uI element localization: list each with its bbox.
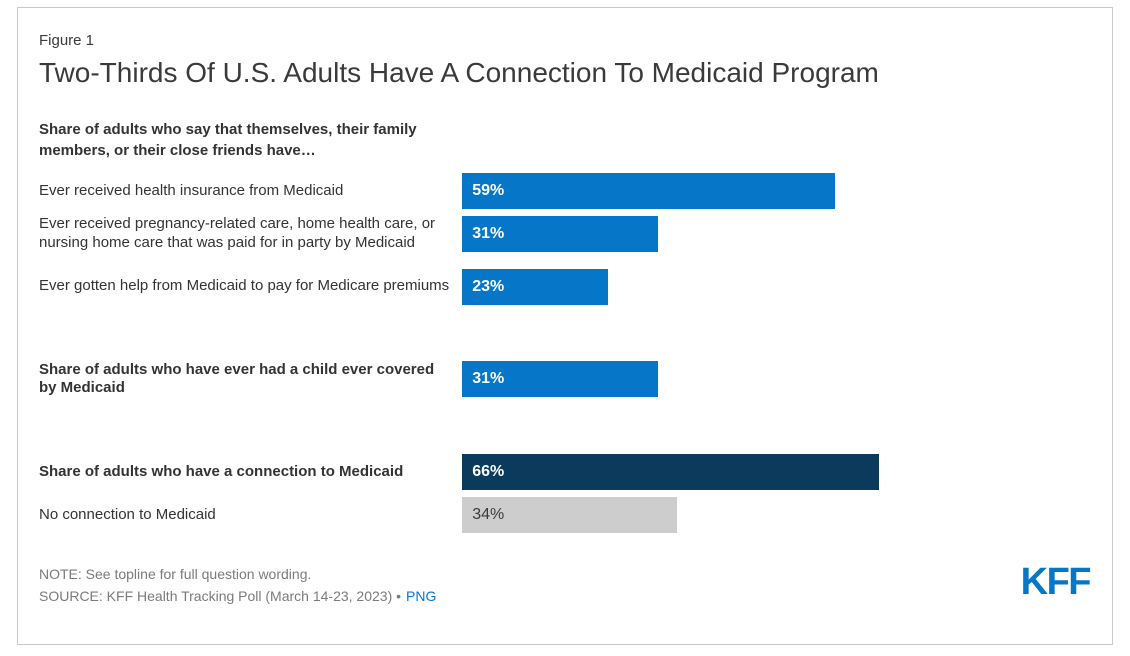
page-title: Two-Thirds Of U.S. Adults Have A Connect… bbox=[39, 57, 879, 88]
chart-row: Share of adults who have ever had a chil… bbox=[39, 361, 1094, 399]
kff-logo: KFF bbox=[1020, 561, 1092, 604]
source-text: SOURCE: KFF Health Tracking Poll (March … bbox=[39, 588, 402, 605]
chart-row: Ever received pregnancy-related care, ho… bbox=[39, 215, 1094, 253]
row-label: Ever received health insurance from Medi… bbox=[39, 181, 344, 199]
note-text: NOTE: See topline for full question word… bbox=[39, 566, 312, 583]
bar-value-label: 66% bbox=[472, 463, 505, 481]
bar: 66% bbox=[462, 454, 880, 491]
bar-value-label: 23% bbox=[472, 277, 505, 295]
bar-value-label: 31% bbox=[472, 370, 505, 388]
bar: 31% bbox=[462, 215, 659, 252]
bar-chart: Ever received health insurance from Medi… bbox=[39, 173, 1094, 534]
source-line: SOURCE: KFF Health Tracking Poll (March … bbox=[39, 585, 436, 607]
bar-area: 66% bbox=[462, 454, 1094, 491]
bar-area: 34% bbox=[462, 497, 1094, 534]
figure-label: Figure 1 bbox=[39, 32, 95, 49]
row-label: Ever received pregnancy-related care, ho… bbox=[39, 215, 436, 251]
chart-row: Ever received health insurance from Medi… bbox=[39, 173, 1094, 210]
chart-row: No connection to Medicaid 34% bbox=[39, 497, 1094, 534]
bar-area: 59% bbox=[462, 173, 1094, 210]
figure-footer: NOTE: See topline for full question word… bbox=[39, 563, 1094, 607]
footnotes: NOTE: See topline for full question word… bbox=[39, 563, 436, 607]
bar-area: 31% bbox=[462, 215, 1094, 252]
section-heading: Share of adults who say that themselves,… bbox=[39, 121, 417, 160]
bar-value-label: 59% bbox=[472, 182, 505, 200]
bar-area: 23% bbox=[462, 268, 1094, 305]
bar-value-label: 34% bbox=[472, 506, 505, 524]
bar: 59% bbox=[462, 173, 835, 210]
bar-value-label: 31% bbox=[472, 224, 505, 242]
row-label: No connection to Medicaid bbox=[39, 505, 216, 523]
bar-area: 31% bbox=[462, 361, 1094, 398]
bar: 31% bbox=[462, 361, 659, 398]
row-label: Ever gotten help from Medicaid to pay fo… bbox=[39, 277, 450, 295]
bar: 34% bbox=[462, 497, 677, 534]
row-label: Share of adults who have ever had a chil… bbox=[39, 360, 435, 397]
bar: 23% bbox=[462, 268, 608, 305]
row-label: Share of adults who have a connection to… bbox=[39, 462, 404, 480]
figure-card: Figure 1 Two-Thirds Of U.S. Adults Have … bbox=[17, 7, 1113, 645]
chart-row: Ever gotten help from Medicaid to pay fo… bbox=[39, 268, 1094, 305]
png-link[interactable]: PNG bbox=[406, 588, 437, 605]
chart-row: Share of adults who have a connection to… bbox=[39, 454, 1094, 491]
